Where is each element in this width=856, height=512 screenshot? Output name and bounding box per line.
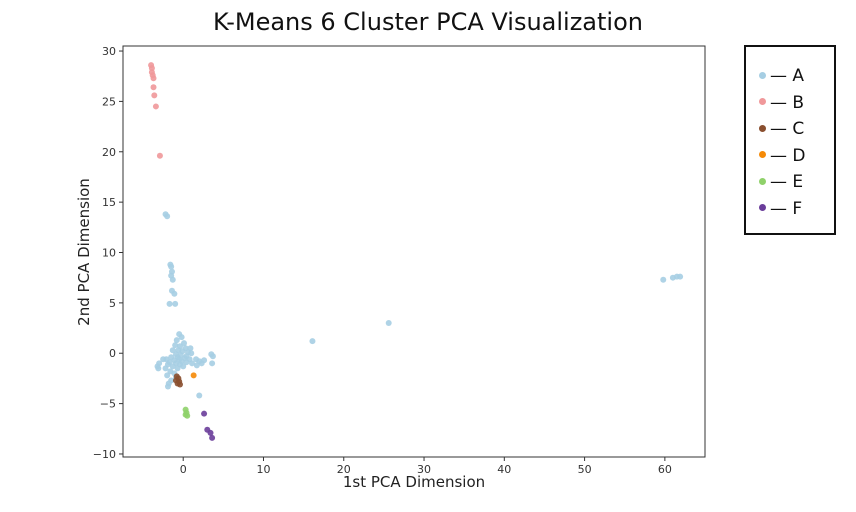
data-point-cluster-a <box>172 342 179 349</box>
data-point-cluster-f <box>209 434 216 441</box>
data-point-cluster-a <box>385 320 392 327</box>
data-point-cluster-a <box>189 360 196 367</box>
data-point-cluster-a <box>309 338 316 345</box>
x-tick-label: 60 <box>658 463 672 476</box>
legend-marker-d <box>759 151 766 158</box>
legend-entry-c: — C <box>759 117 804 141</box>
x-tick-label: 20 <box>337 463 351 476</box>
y-tick-label: 15 <box>102 196 116 209</box>
legend-marker-b <box>759 98 766 105</box>
x-tick-label: 30 <box>417 463 431 476</box>
data-point-cluster-a <box>193 362 200 369</box>
data-point-cluster-a <box>183 359 190 366</box>
data-point-cluster-a <box>209 360 216 367</box>
y-tick-label: 5 <box>109 297 116 310</box>
data-point-cluster-a <box>174 365 181 372</box>
legend-label-a: — A <box>770 66 805 86</box>
data-point-cluster-a <box>168 263 175 270</box>
axis-ticks: 0 10 20 30 40 50 60 −10 −5 0 5 10 15 20 25 30 <box>93 45 672 476</box>
plot-area-frame <box>122 45 706 458</box>
data-point-cluster-a <box>164 372 171 379</box>
data-point-cluster-a <box>196 392 203 399</box>
data-point-cluster-a <box>677 273 684 280</box>
legend: — A — B — C — D — E — F <box>744 45 836 235</box>
data-point-cluster-a <box>180 363 187 370</box>
legend-entry-f: — F <box>759 197 802 221</box>
legend-marker-c <box>759 124 766 132</box>
data-point-cluster-b <box>151 92 158 99</box>
data-point-cluster-b <box>156 152 163 159</box>
data-point-cluster-a <box>166 300 173 307</box>
y-tick-label: 0 <box>109 347 116 360</box>
data-point-cluster-a <box>169 363 176 370</box>
data-points <box>148 62 684 441</box>
legend-marker-a <box>759 71 766 79</box>
data-point-cluster-b <box>150 75 157 82</box>
legend-entry-b: — B <box>759 91 804 115</box>
legend-marker-e <box>759 177 766 185</box>
data-point-cluster-a <box>164 213 171 220</box>
legend-entry-e: — E <box>759 170 803 194</box>
y-tick-label: −5 <box>100 398 116 411</box>
y-tick-label: 20 <box>102 146 116 159</box>
x-tick-label: 40 <box>497 463 511 476</box>
data-point-cluster-a <box>188 350 195 357</box>
data-point-cluster-a <box>171 290 178 297</box>
legend-label-d: — D <box>770 145 806 166</box>
data-point-cluster-f <box>201 410 208 417</box>
data-point-cluster-a <box>178 334 185 341</box>
x-axis-label: 1st PCA Dimension <box>343 473 485 491</box>
y-tick-label: 30 <box>102 45 116 58</box>
y-tick-label: 10 <box>102 247 116 260</box>
data-point-cluster-e <box>184 412 191 419</box>
data-point-cluster-a <box>169 276 176 283</box>
data-point-cluster-a <box>155 365 162 372</box>
data-point-cluster-a <box>172 300 179 307</box>
legend-label-c: — C <box>770 119 805 139</box>
data-point-cluster-a <box>198 360 205 367</box>
data-point-cluster-a <box>660 276 667 283</box>
data-point-cluster-a <box>169 347 176 354</box>
legend-marker-f <box>759 204 766 211</box>
legend-label-b: — B <box>770 92 805 113</box>
data-point-cluster-d <box>190 372 197 379</box>
x-tick-label: 50 <box>578 463 592 476</box>
data-point-cluster-a <box>209 353 216 360</box>
y-tick-label: 25 <box>102 95 116 108</box>
data-point-cluster-b <box>152 103 159 110</box>
data-point-cluster-a <box>160 356 167 363</box>
legend-entry-d: — D <box>759 144 806 168</box>
y-tick-label: −10 <box>93 448 116 461</box>
data-point-cluster-f <box>207 429 214 436</box>
data-point-cluster-c <box>176 381 183 388</box>
x-tick-label: 0 <box>180 463 187 476</box>
chart-title: K-Means 6 Cluster PCA Visualization <box>213 8 643 36</box>
y-axis-label: 2nd PCA Dimension <box>75 178 93 326</box>
legend-label-f: — F <box>770 198 803 219</box>
x-tick-label: 10 <box>256 463 270 476</box>
data-point-cluster-a <box>164 383 171 390</box>
legend-label-e: — E <box>770 172 804 192</box>
data-point-cluster-b <box>150 84 157 91</box>
legend-entry-a: — A <box>759 64 804 88</box>
data-point-cluster-a <box>173 337 180 344</box>
data-point-cluster-a <box>162 365 169 372</box>
